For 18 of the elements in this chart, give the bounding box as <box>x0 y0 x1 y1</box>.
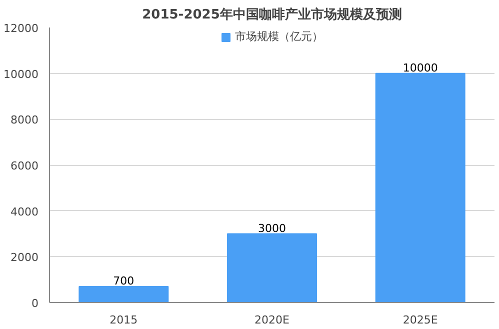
y-tick-label: 8000 <box>10 114 39 127</box>
y-tick-label: 2000 <box>10 251 39 264</box>
data-label: 3000 <box>258 222 286 235</box>
x-tick-label: 2025E <box>402 314 438 326</box>
data-label: 700 <box>113 274 134 288</box>
y-tick-label: 4000 <box>10 205 39 218</box>
y-tick-label: 12000 <box>4 22 39 35</box>
bar <box>78 286 169 302</box>
bar <box>227 233 317 302</box>
x-tick-label: 2015 <box>110 314 138 326</box>
chart-title: 2015-2025年中国咖啡产业市场规模及预测 <box>142 6 402 22</box>
y-tick-label: 6000 <box>10 160 39 172</box>
data-label: 10000 <box>402 61 438 74</box>
y-tick-label: 10000 <box>4 68 39 81</box>
bar <box>375 72 466 302</box>
y-tick-label: 0 <box>32 297 38 310</box>
legend-label: 市场规模（亿元） <box>235 29 323 44</box>
x-tick-label: 2020E <box>254 314 290 326</box>
